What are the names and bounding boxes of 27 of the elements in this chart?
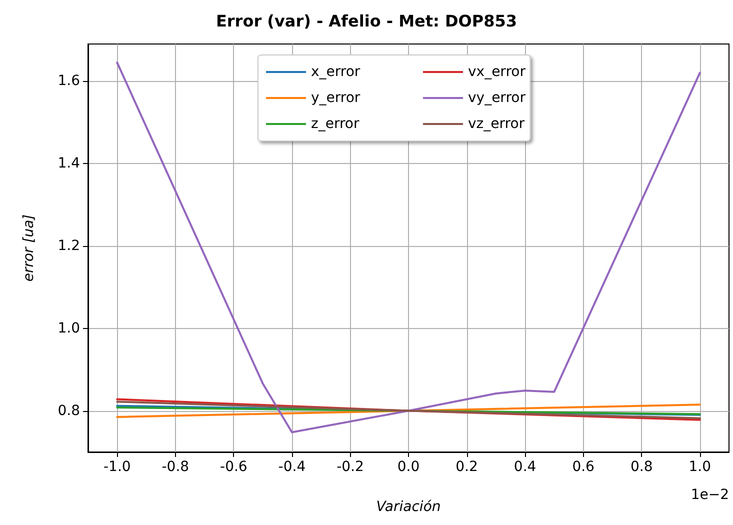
y-tick-label: 1.2 [58,238,80,254]
line-series [116,62,701,434]
legend-label: y_error [311,90,360,106]
text: 1e−2 [690,487,730,503]
y-tick-label: 1.4 [58,156,80,172]
x-tick-label: -0.8 [162,459,190,475]
legend-label: vy_error [468,90,526,106]
x-tick-label: 0.4 [514,459,536,475]
chart-title: Error (var) - Afelio - Met: DOP853 [216,12,518,30]
x-tick-label: -0.4 [278,459,306,475]
y-axis-title: error [ua] [21,214,37,282]
x-tick-label: 1.0 [688,459,711,475]
x-tick-label: 0.6 [572,459,595,475]
x-tick-label: -0.6 [220,459,248,475]
x-tick-label: 0.8 [630,459,653,475]
x-tick-label: 0.2 [456,459,478,475]
y-tick-label: 1.0 [58,320,80,336]
y-tick-label: 0.8 [58,402,80,419]
legend-label: x_error [311,64,360,80]
legend-label: vx_error [468,64,526,80]
x-axis-title: Variación [376,499,441,515]
x-tick-label: 0.0 [397,459,420,475]
x-tick-label: -1.0 [103,459,131,475]
x-tick-label: -0.2 [336,459,364,475]
legend-label: vz_error [468,116,525,132]
y-tick-label: 1.6 [58,73,80,90]
legend-label: z_error [311,116,360,132]
